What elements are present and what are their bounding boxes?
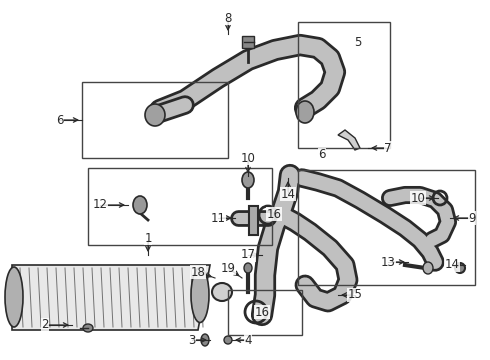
Bar: [228, 290, 302, 335]
Text: 3: 3: [188, 333, 196, 346]
Ellipse shape: [244, 263, 252, 273]
Text: 13: 13: [381, 256, 395, 269]
Bar: [298, 170, 475, 285]
Text: 5: 5: [354, 36, 362, 49]
Text: 1: 1: [144, 231, 152, 244]
Text: 17: 17: [241, 248, 255, 261]
Text: 18: 18: [191, 266, 205, 279]
Text: 11: 11: [211, 211, 225, 225]
Text: 14: 14: [280, 188, 295, 201]
Text: 8: 8: [224, 12, 232, 24]
Text: 10: 10: [411, 192, 425, 204]
Text: 2: 2: [41, 319, 49, 332]
Text: 14: 14: [444, 258, 460, 271]
Ellipse shape: [83, 324, 93, 332]
Ellipse shape: [296, 101, 314, 123]
Bar: [88, 168, 272, 245]
Text: 6: 6: [318, 148, 326, 162]
Ellipse shape: [212, 283, 232, 301]
Ellipse shape: [423, 262, 433, 274]
Text: 15: 15: [347, 288, 363, 302]
Text: 9: 9: [468, 211, 476, 225]
Text: 12: 12: [93, 198, 107, 211]
Bar: [82, 82, 228, 158]
Text: 16: 16: [254, 306, 270, 319]
Polygon shape: [12, 265, 210, 330]
Text: 7: 7: [384, 141, 392, 154]
Ellipse shape: [242, 172, 254, 188]
Bar: [242, 36, 254, 48]
Ellipse shape: [133, 196, 147, 214]
Ellipse shape: [201, 334, 209, 346]
Polygon shape: [338, 130, 360, 150]
Text: 10: 10: [241, 152, 255, 165]
Ellipse shape: [224, 336, 232, 344]
Text: 19: 19: [220, 261, 236, 274]
Text: 4: 4: [244, 333, 252, 346]
Ellipse shape: [455, 263, 465, 273]
Ellipse shape: [191, 267, 209, 323]
Ellipse shape: [5, 267, 23, 327]
Text: 6: 6: [56, 113, 64, 126]
Bar: [298, 22, 390, 148]
Text: 16: 16: [267, 207, 281, 220]
Ellipse shape: [145, 104, 165, 126]
